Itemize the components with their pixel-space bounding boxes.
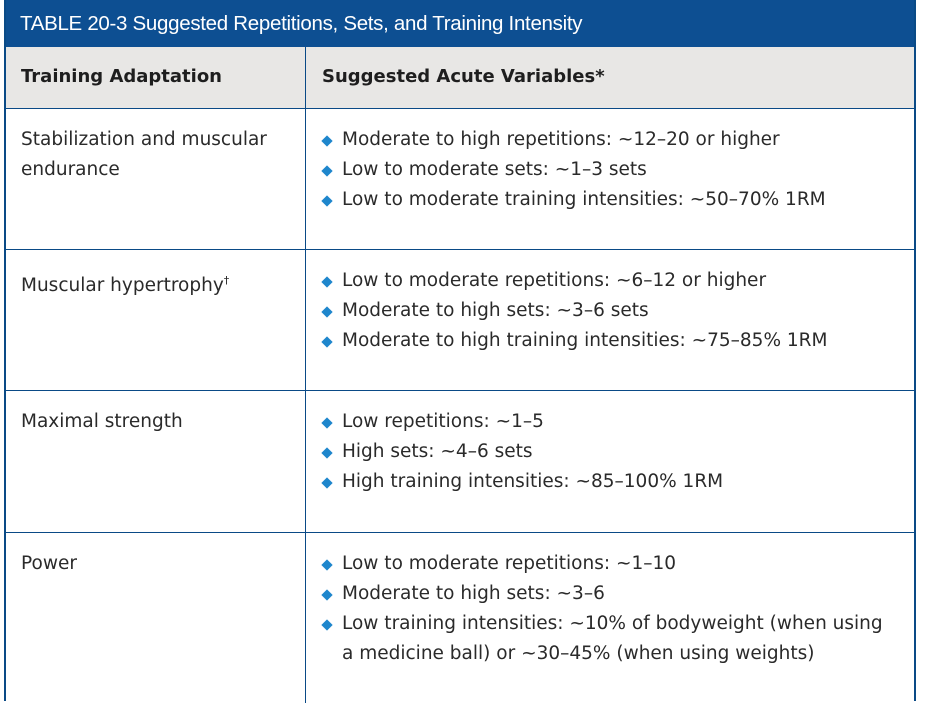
adaptation-cell: Stabilization and muscular endurance xyxy=(6,109,306,249)
diamond-bullet-icon xyxy=(321,135,333,147)
diamond-bullet-icon xyxy=(321,195,333,207)
table-title: TABLE 20-3 Suggested Repetitions, Sets, … xyxy=(20,11,583,35)
adaptation-cell: Maximal strength xyxy=(6,391,306,532)
table-header-row: Training Adaptation Suggested Acute Vari… xyxy=(6,47,914,109)
dagger-footnote-mark: † xyxy=(223,274,230,287)
training-table: TABLE 20-3 Suggested Repetitions, Sets, … xyxy=(4,0,916,703)
header-acute-variables: Suggested Acute Variables* xyxy=(322,66,605,87)
list-item: High training intensities: ~85–100% 1RM xyxy=(321,467,914,497)
table-title-bar: TABLE 20-3 Suggested Repetitions, Sets, … xyxy=(6,0,914,47)
variables-cell: Moderate to high repetitions: ~12–20 or … xyxy=(306,109,914,249)
header-training-adaptation: Training Adaptation xyxy=(6,47,306,108)
list-item: Low to moderate training intensities: ~5… xyxy=(321,185,914,215)
list-item: Moderate to high sets: ~3–6 sets xyxy=(321,296,914,326)
list-item: Moderate to high training intensities: ~… xyxy=(321,326,914,356)
variables-cell: Low repetitions: ~1–5 High sets: ~4–6 se… xyxy=(306,391,914,532)
variables-list: Low repetitions: ~1–5 High sets: ~4–6 se… xyxy=(321,391,914,497)
variables-cell: Low to moderate repetitions: ~6–12 or hi… xyxy=(306,250,914,390)
list-item: Moderate to high sets: ~3–6 xyxy=(321,579,914,609)
diamond-bullet-icon xyxy=(321,589,333,601)
variables-list: Low to moderate repetitions: ~6–12 or hi… xyxy=(321,250,914,356)
diamond-bullet-icon xyxy=(321,165,333,177)
variables-list: Moderate to high repetitions: ~12–20 or … xyxy=(321,109,914,215)
list-item: Low repetitions: ~1–5 xyxy=(321,407,914,437)
table-row: Power Low to moderate repetitions: ~1–10… xyxy=(6,533,914,703)
diamond-bullet-icon xyxy=(321,559,333,571)
diamond-bullet-icon xyxy=(321,447,333,459)
table-row: Stabilization and muscular endurance Mod… xyxy=(6,109,914,250)
diamond-bullet-icon xyxy=(321,477,333,489)
list-item: Low to moderate repetitions: ~1–10 xyxy=(321,549,914,579)
list-item: High sets: ~4–6 sets xyxy=(321,437,914,467)
diamond-bullet-icon xyxy=(321,417,333,429)
table-row: Maximal strength Low repetitions: ~1–5 H… xyxy=(6,391,914,533)
variables-list: Low to moderate repetitions: ~1–10 Moder… xyxy=(321,533,914,669)
diamond-bullet-icon xyxy=(321,619,333,631)
diamond-bullet-icon xyxy=(321,276,333,288)
variables-cell: Low to moderate repetitions: ~1–10 Moder… xyxy=(306,533,914,703)
diamond-bullet-icon xyxy=(321,306,333,318)
table-row: Muscular hypertrophy† Low to moderate re… xyxy=(6,250,914,391)
list-item: Low to moderate sets: ~1–3 sets xyxy=(321,155,914,185)
adaptation-cell: Muscular hypertrophy† xyxy=(6,250,306,390)
list-item: Low to moderate repetitions: ~6–12 or hi… xyxy=(321,266,914,296)
list-item: Moderate to high repetitions: ~12–20 or … xyxy=(321,125,914,155)
adaptation-cell: Power xyxy=(6,533,306,703)
diamond-bullet-icon xyxy=(321,336,333,348)
list-item: Low training intensities: ~10% of bodywe… xyxy=(321,609,914,669)
